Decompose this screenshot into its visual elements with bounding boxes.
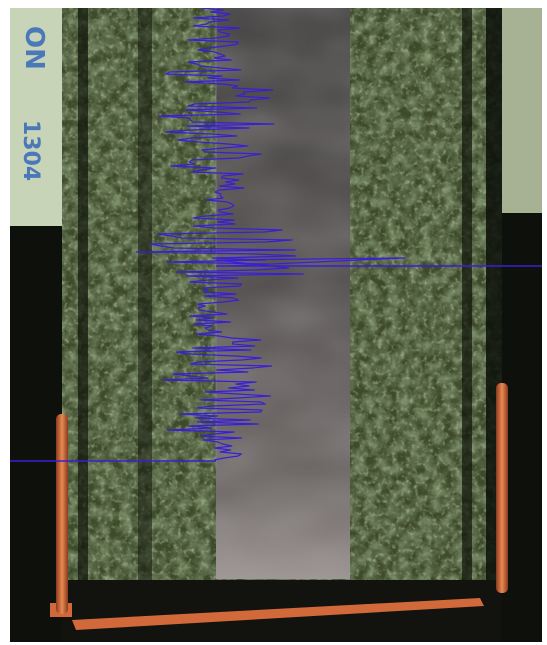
core-sample-photo: ON 1304 (10, 8, 542, 642)
photograph: ON 1304 (10, 8, 542, 642)
copper-wire-right (496, 383, 508, 593)
sample-strip (216, 8, 350, 579)
sticker-label-number: 1304 (18, 120, 43, 181)
measurement-trace (10, 8, 542, 468)
right-sticker-edge (502, 8, 542, 213)
sticker-label-top: ON (19, 26, 49, 70)
copper-wire-left (56, 414, 68, 614)
label-sticker: ON 1304 (10, 8, 62, 226)
bottom-tray (50, 580, 502, 642)
